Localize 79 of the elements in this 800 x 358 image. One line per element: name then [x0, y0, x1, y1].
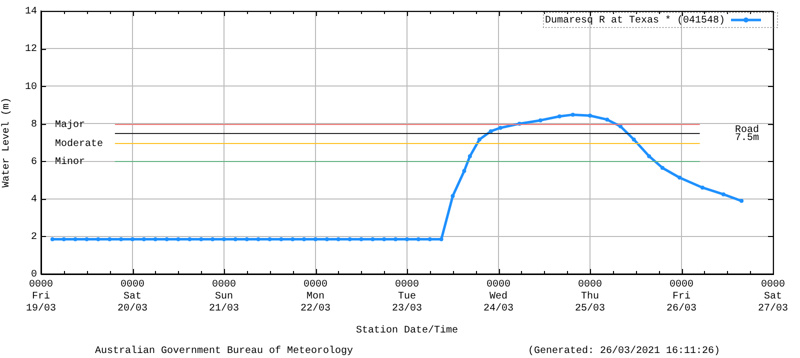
point [176, 237, 180, 242]
point [324, 237, 329, 242]
y-tick-label: 4 [30, 194, 37, 206]
point [428, 237, 432, 242]
y-tick-label: 2 [30, 232, 37, 244]
point [439, 237, 444, 242]
point [678, 176, 682, 180]
point [488, 129, 493, 134]
point [632, 137, 636, 142]
point [336, 237, 340, 242]
point [244, 237, 249, 242]
x-tick-label: 0000 Wed 24/03 [483, 280, 514, 315]
point [233, 237, 238, 242]
point [130, 237, 134, 242]
point [290, 237, 295, 242]
point [477, 137, 482, 142]
y-tick-label: 6 [30, 156, 37, 168]
point [570, 112, 575, 117]
ref-line-label: Moderate [55, 138, 104, 150]
point [394, 237, 398, 242]
y-tick-label: 8 [30, 119, 37, 130]
point [605, 118, 610, 122]
point [188, 237, 192, 242]
point [302, 237, 306, 242]
ref-line-label: Major [55, 119, 86, 132]
point [50, 237, 54, 242]
point [268, 237, 272, 242]
point [222, 237, 226, 242]
x-axis-title: Station Date/Time [356, 324, 458, 337]
x-tick-label: 0000 Fri 19/03 [26, 280, 56, 315]
ref-line-label: Road 7.5m [734, 124, 760, 144]
ref-line-label: Minor [55, 156, 86, 168]
point [416, 237, 420, 242]
point [647, 154, 652, 158]
point [62, 237, 66, 242]
point [538, 118, 542, 122]
point [314, 237, 318, 242]
point [370, 237, 375, 242]
point [96, 237, 100, 242]
point [199, 237, 204, 242]
point [462, 169, 466, 174]
point [405, 237, 409, 242]
point [108, 237, 112, 242]
point [84, 237, 89, 242]
point [348, 237, 352, 242]
point [73, 237, 78, 242]
point [153, 237, 158, 242]
x-tick-label: 0000 Sat 27/03 [758, 280, 788, 315]
x-tick-label: 0000 Sat 20/03 [117, 280, 148, 315]
point [164, 237, 169, 242]
point [359, 237, 364, 242]
y-tick-label: 0 [30, 270, 37, 281]
x-tick-label: 0000 Fri 26/03 [666, 280, 697, 315]
point [660, 166, 664, 170]
point [119, 237, 124, 242]
point [740, 198, 744, 203]
y-tick-label: 10 [24, 82, 37, 93]
point [142, 237, 146, 242]
x-tick-label: 0000 Thu 25/03 [574, 280, 606, 315]
point [498, 126, 502, 130]
point [256, 237, 260, 242]
legend-label: Dumaresq R at Texas * (041548) [544, 14, 725, 27]
y-axis-title: Water Level (m) [0, 97, 13, 188]
text: (Generated: 26/03/2021 16:11:26) [528, 345, 720, 357]
x-tick-label: 0000 Sun 21/03 [208, 280, 240, 315]
y-tick-label: 12 [24, 44, 37, 56]
x-tick-label: 0000 Tue 23/03 [392, 280, 422, 315]
point [721, 192, 726, 196]
point [700, 186, 704, 190]
point [382, 237, 386, 242]
point [588, 114, 592, 118]
x-tick-label: 0000 Mon 22/03 [300, 280, 331, 315]
y-tick-label: 14 [24, 6, 37, 18]
text: Australian Government Bureau of Meteorology [94, 345, 354, 357]
point [210, 237, 215, 242]
point [468, 154, 472, 158]
point [558, 114, 562, 118]
point [450, 194, 455, 198]
point [279, 237, 284, 242]
